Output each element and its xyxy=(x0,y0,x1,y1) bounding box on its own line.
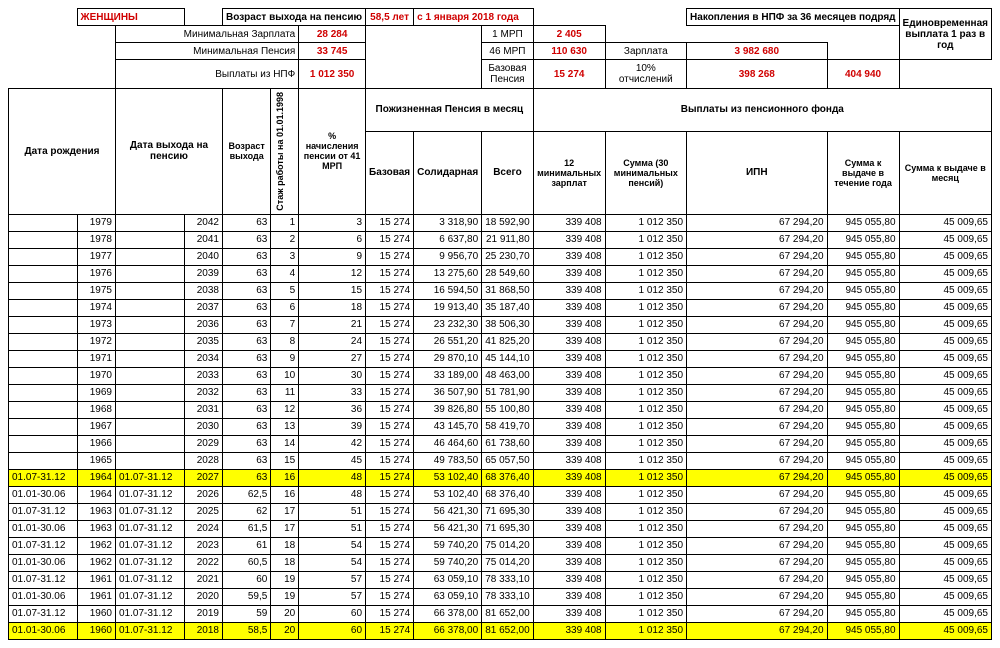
table-row: 1966202963144215 27446 464,6061 738,6033… xyxy=(9,435,992,452)
table-row: 01.07-31.12196401.07-31.12202763164815 2… xyxy=(9,469,992,486)
table-row: 197220356382415 27426 551,2041 825,20339… xyxy=(9,333,992,350)
col-life: Пожизненная Пенсия в месяц xyxy=(366,89,534,132)
table-row: 01.01-30.06196101.07-31.12202059,5195715… xyxy=(9,588,992,605)
col-ipn: ИПН xyxy=(687,131,828,214)
table-row: 19772040633915 2749 956,7025 230,70339 4… xyxy=(9,248,992,265)
table-row: 197520386351515 27416 594,5031 868,50339… xyxy=(9,282,992,299)
col-total: Всего xyxy=(482,131,534,214)
table-row: 197420376361815 27419 913,4035 187,40339… xyxy=(9,299,992,316)
table-row: 01.07-31.12196201.07-31.12202361185415 2… xyxy=(9,537,992,554)
mrp46-label: 46 МРП xyxy=(482,43,534,60)
sal-label: Зарплата xyxy=(605,43,686,60)
npf-pay-label: Выплаты из НПФ xyxy=(116,60,299,89)
table-row: 01.01-30.06196301.07-31.12202461,5175115… xyxy=(9,520,992,537)
min-sal-label: Минимальная Зарплата xyxy=(116,26,299,43)
min-pen-label: Минимальная Пенсия xyxy=(116,43,299,60)
col-fund: Выплаты из пенсионного фонда xyxy=(533,89,991,132)
table-row: 1965202863154515 27449 783,5065 057,5033… xyxy=(9,452,992,469)
min-sal-value: 28 284 xyxy=(299,26,366,43)
table-row: 197320366372115 27423 232,3038 506,30339… xyxy=(9,316,992,333)
table-row: 01.07-31.12196301.07-31.12202562175115 2… xyxy=(9,503,992,520)
ded-value: 398 268 xyxy=(687,60,828,89)
mrp1-label: 1 МРП xyxy=(482,26,534,43)
base-pen-value: 15 274 xyxy=(533,60,605,89)
table-row: 01.01-30.06196001.07-31.12201858,5206015… xyxy=(9,622,992,639)
npf-savings-label: Накопления в НПФ за 36 месяцев подряд xyxy=(687,9,900,26)
col-base: Базовая xyxy=(366,131,414,214)
col-ret: Дата выхода на пенсию xyxy=(116,89,223,215)
sal-value: 3 982 680 xyxy=(687,43,828,60)
table-row: 19782041632615 2746 637,8021 911,80339 4… xyxy=(9,231,992,248)
mrp1-value: 2 405 xyxy=(533,26,605,43)
table-row: 01.01-30.06196201.07-31.12202260,5185415… xyxy=(9,554,992,571)
pension-table: ЖЕНЩИНЫ Возраст выхода на пенсию 58,5 ле… xyxy=(8,8,992,640)
lump-value: 404 940 xyxy=(827,60,899,89)
col-mo: Сумма к выдаче в месяц xyxy=(899,131,991,214)
col-ret-age: Возраст выхода xyxy=(223,89,271,215)
min-pen-value: 33 745 xyxy=(299,43,366,60)
col-min12: 12 минимальных зарплат xyxy=(533,131,605,214)
table-row: 01.01-30.06196401.07-31.12202662,5164815… xyxy=(9,486,992,503)
women-label: ЖЕНЩИНЫ xyxy=(77,9,184,26)
col-dob: Дата рождения xyxy=(9,89,116,215)
col-sol: Солидарная xyxy=(414,131,482,214)
col-stazh: Стаж работы на 01.01.1998 xyxy=(274,90,286,213)
col-pct: % начисления пенсии от 41 МРП xyxy=(299,89,366,215)
ret-age-label: Возраст выхода на пенсию xyxy=(223,9,366,26)
base-pen-label: Базовая Пенсия xyxy=(482,60,534,89)
from-date: с 1 января 2018 года xyxy=(414,9,534,26)
table-row: 01.07-31.12196001.07-31.12201959206015 2… xyxy=(9,605,992,622)
table-row: 197120346392715 27429 870,1045 144,10339… xyxy=(9,350,992,367)
npf-pay-value: 1 012 350 xyxy=(299,60,366,89)
table-row: 1968203163123615 27439 826,8055 100,8033… xyxy=(9,401,992,418)
ret-age-value: 58,5 лет xyxy=(366,9,414,26)
col-yr: Сумма к выдаче в течение года xyxy=(827,131,899,214)
ded-label: 10% отчислений xyxy=(605,60,686,89)
table-row: 197620396341215 27413 275,6028 549,60339… xyxy=(9,265,992,282)
mrp46-value: 110 630 xyxy=(533,43,605,60)
table-row: 19792042631315 2743 318,9018 592,90339 4… xyxy=(9,214,992,231)
lump-label: Единовременная выплата 1 раз в год xyxy=(899,9,991,60)
col-sum30: Сумма (30 минимальных пенсий) xyxy=(605,131,686,214)
table-row: 1967203063133915 27443 145,7058 419,7033… xyxy=(9,418,992,435)
table-row: 1969203263113315 27436 507,9051 781,9033… xyxy=(9,384,992,401)
table-row: 1970203363103015 27433 189,0048 463,0033… xyxy=(9,367,992,384)
